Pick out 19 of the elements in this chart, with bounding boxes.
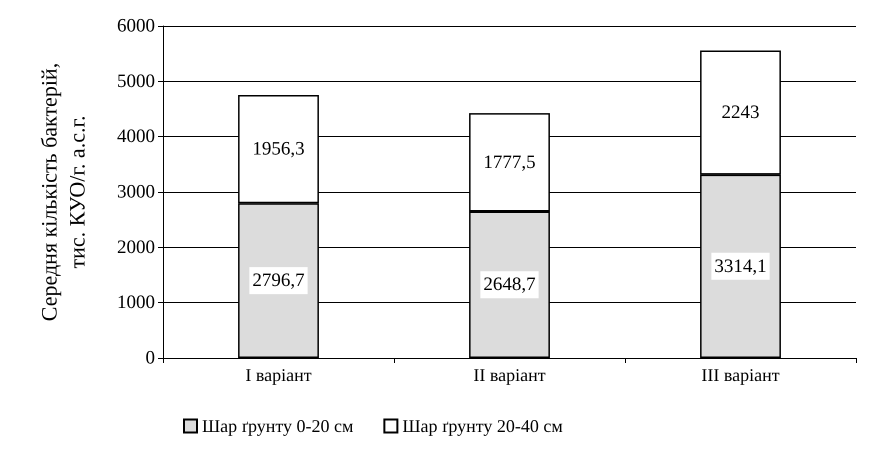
x-tick-label: III варіант [701, 365, 780, 385]
x-tick-label: II варіант [473, 365, 546, 385]
data-label: 2796,7 [252, 270, 305, 292]
legend-label: Шар ґрунту 20-40 см [402, 416, 563, 436]
y-tick-label: 1000 [117, 292, 155, 314]
y-tick-label: 0 [146, 348, 155, 368]
y-axis-title: Середня кількість бактерій, тис. КУО/г. а.с.г. [36, 62, 90, 322]
data-label: 1777,5 [483, 152, 536, 173]
y-tick-label: 3000 [117, 182, 155, 202]
y-tick-label: 5000 [117, 70, 155, 92]
data-label: 3314,1 [714, 256, 767, 277]
x-tick-label: I варіант [245, 365, 312, 385]
y-tick-label: 4000 [117, 126, 155, 148]
data-label: 2648,7 [483, 274, 536, 296]
y-tick-label: 2000 [117, 236, 155, 258]
data-label: 1956,3 [252, 138, 305, 160]
data-label: 2243 [722, 102, 760, 124]
legend-label: Шар ґрунту 0-20 см [202, 416, 354, 436]
y-tick-label: 6000 [117, 16, 155, 36]
